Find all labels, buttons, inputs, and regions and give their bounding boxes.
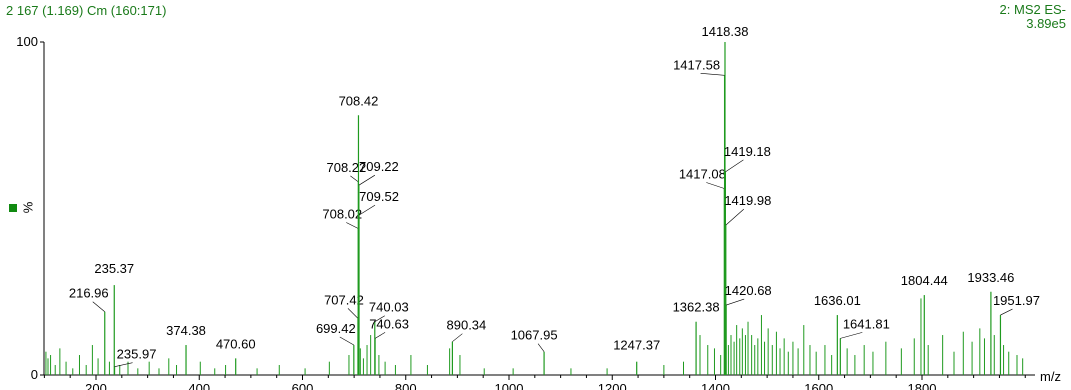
x-tick-label: 600 xyxy=(292,381,314,390)
y-tick-label: 0 xyxy=(31,367,38,382)
x-tick-label: 1600 xyxy=(804,381,833,390)
peak-label-leader xyxy=(374,332,386,339)
peak-label-leader xyxy=(725,208,745,226)
x-tick-label: 1800 xyxy=(908,381,937,390)
peak-label: 235.37 xyxy=(94,261,134,276)
intensity-scale-label: 3.89e5 xyxy=(1026,16,1066,31)
peak-label-leader xyxy=(350,175,359,183)
x-tick-label: 1400 xyxy=(701,381,730,390)
peak-label-leader xyxy=(92,301,105,312)
peak-label: 707.42 xyxy=(324,292,364,307)
x-tick-label: 1000 xyxy=(495,381,524,390)
peak-label-leader xyxy=(358,174,376,186)
peak-label-leader xyxy=(347,308,359,319)
peak-label: 1419.98 xyxy=(724,193,771,208)
peak-label-leader xyxy=(339,336,354,346)
peak-label-leader xyxy=(840,332,863,339)
peak-label: 374.38 xyxy=(166,323,206,338)
peak-label: 1804.44 xyxy=(901,273,948,288)
x-tick-label: 200 xyxy=(85,381,107,390)
peak-label-leader xyxy=(725,159,744,173)
peak-label: 699.42 xyxy=(316,321,356,336)
peak-label: 1418.38 xyxy=(701,24,748,39)
peak-label: 216.96 xyxy=(69,286,109,301)
peak-label-leader xyxy=(706,182,725,189)
peak-label: 890.34 xyxy=(447,318,487,333)
peak-label-leader xyxy=(114,362,133,367)
peak-label: 1067.95 xyxy=(511,328,558,343)
peak-label: 1247.37 xyxy=(613,338,660,353)
peak-label: 708.42 xyxy=(339,93,379,108)
x-axis-label: m/z xyxy=(1040,369,1061,384)
x-tick-label: 800 xyxy=(395,381,417,390)
x-tick-label: 1200 xyxy=(598,381,627,390)
peak-label-leader xyxy=(1000,308,1013,316)
peak-label: 709.52 xyxy=(359,189,399,204)
peak-label: 1933.46 xyxy=(967,270,1014,285)
peak-label: 1417.08 xyxy=(679,167,726,182)
peak-label-leader xyxy=(726,298,745,306)
peak-label: 740.63 xyxy=(369,316,409,331)
x-tick-label: 400 xyxy=(188,381,210,390)
peak-label-leader xyxy=(537,343,545,352)
peak-label: 1362.38 xyxy=(673,300,720,315)
peak-label: 740.03 xyxy=(369,300,409,315)
peak-label-leader xyxy=(700,73,725,76)
peak-label-leader xyxy=(346,222,359,229)
spectrum-header-left: 2 167 (1.169) Cm (160:171) xyxy=(6,3,167,18)
spectrum-header-right: 2: MS2 ES- 3.89e5 xyxy=(1000,3,1066,31)
peak-label: 1420.68 xyxy=(725,283,772,298)
peak-label-leader xyxy=(452,333,463,342)
peak-label: 1636.01 xyxy=(814,293,861,308)
peak-label: 1641.81 xyxy=(843,316,890,331)
peak-label: 235.97 xyxy=(117,347,157,362)
peak-label: 1951.97 xyxy=(993,293,1040,308)
peak-label: 1419.18 xyxy=(724,144,771,159)
y-tick-label: 100 xyxy=(16,34,38,49)
legend-square-icon xyxy=(9,204,17,212)
peak-label-leader xyxy=(358,204,376,216)
peak-label: 470.60 xyxy=(216,336,256,351)
peak-label: 709.22 xyxy=(359,159,399,174)
peak-label: 708.02 xyxy=(322,206,362,221)
peak-label: 708.22 xyxy=(326,160,366,175)
peak-label-leader xyxy=(374,315,385,322)
peak-label: 1417.58 xyxy=(673,57,720,72)
scan-function-label: 2: MS2 ES- xyxy=(999,2,1066,17)
